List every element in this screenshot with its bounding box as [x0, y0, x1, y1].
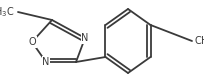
Text: H$_3$C: H$_3$C	[0, 5, 14, 19]
Text: N: N	[42, 57, 49, 67]
Text: CH$_3$: CH$_3$	[193, 34, 204, 48]
Text: N: N	[81, 33, 88, 43]
Text: O: O	[28, 37, 36, 47]
